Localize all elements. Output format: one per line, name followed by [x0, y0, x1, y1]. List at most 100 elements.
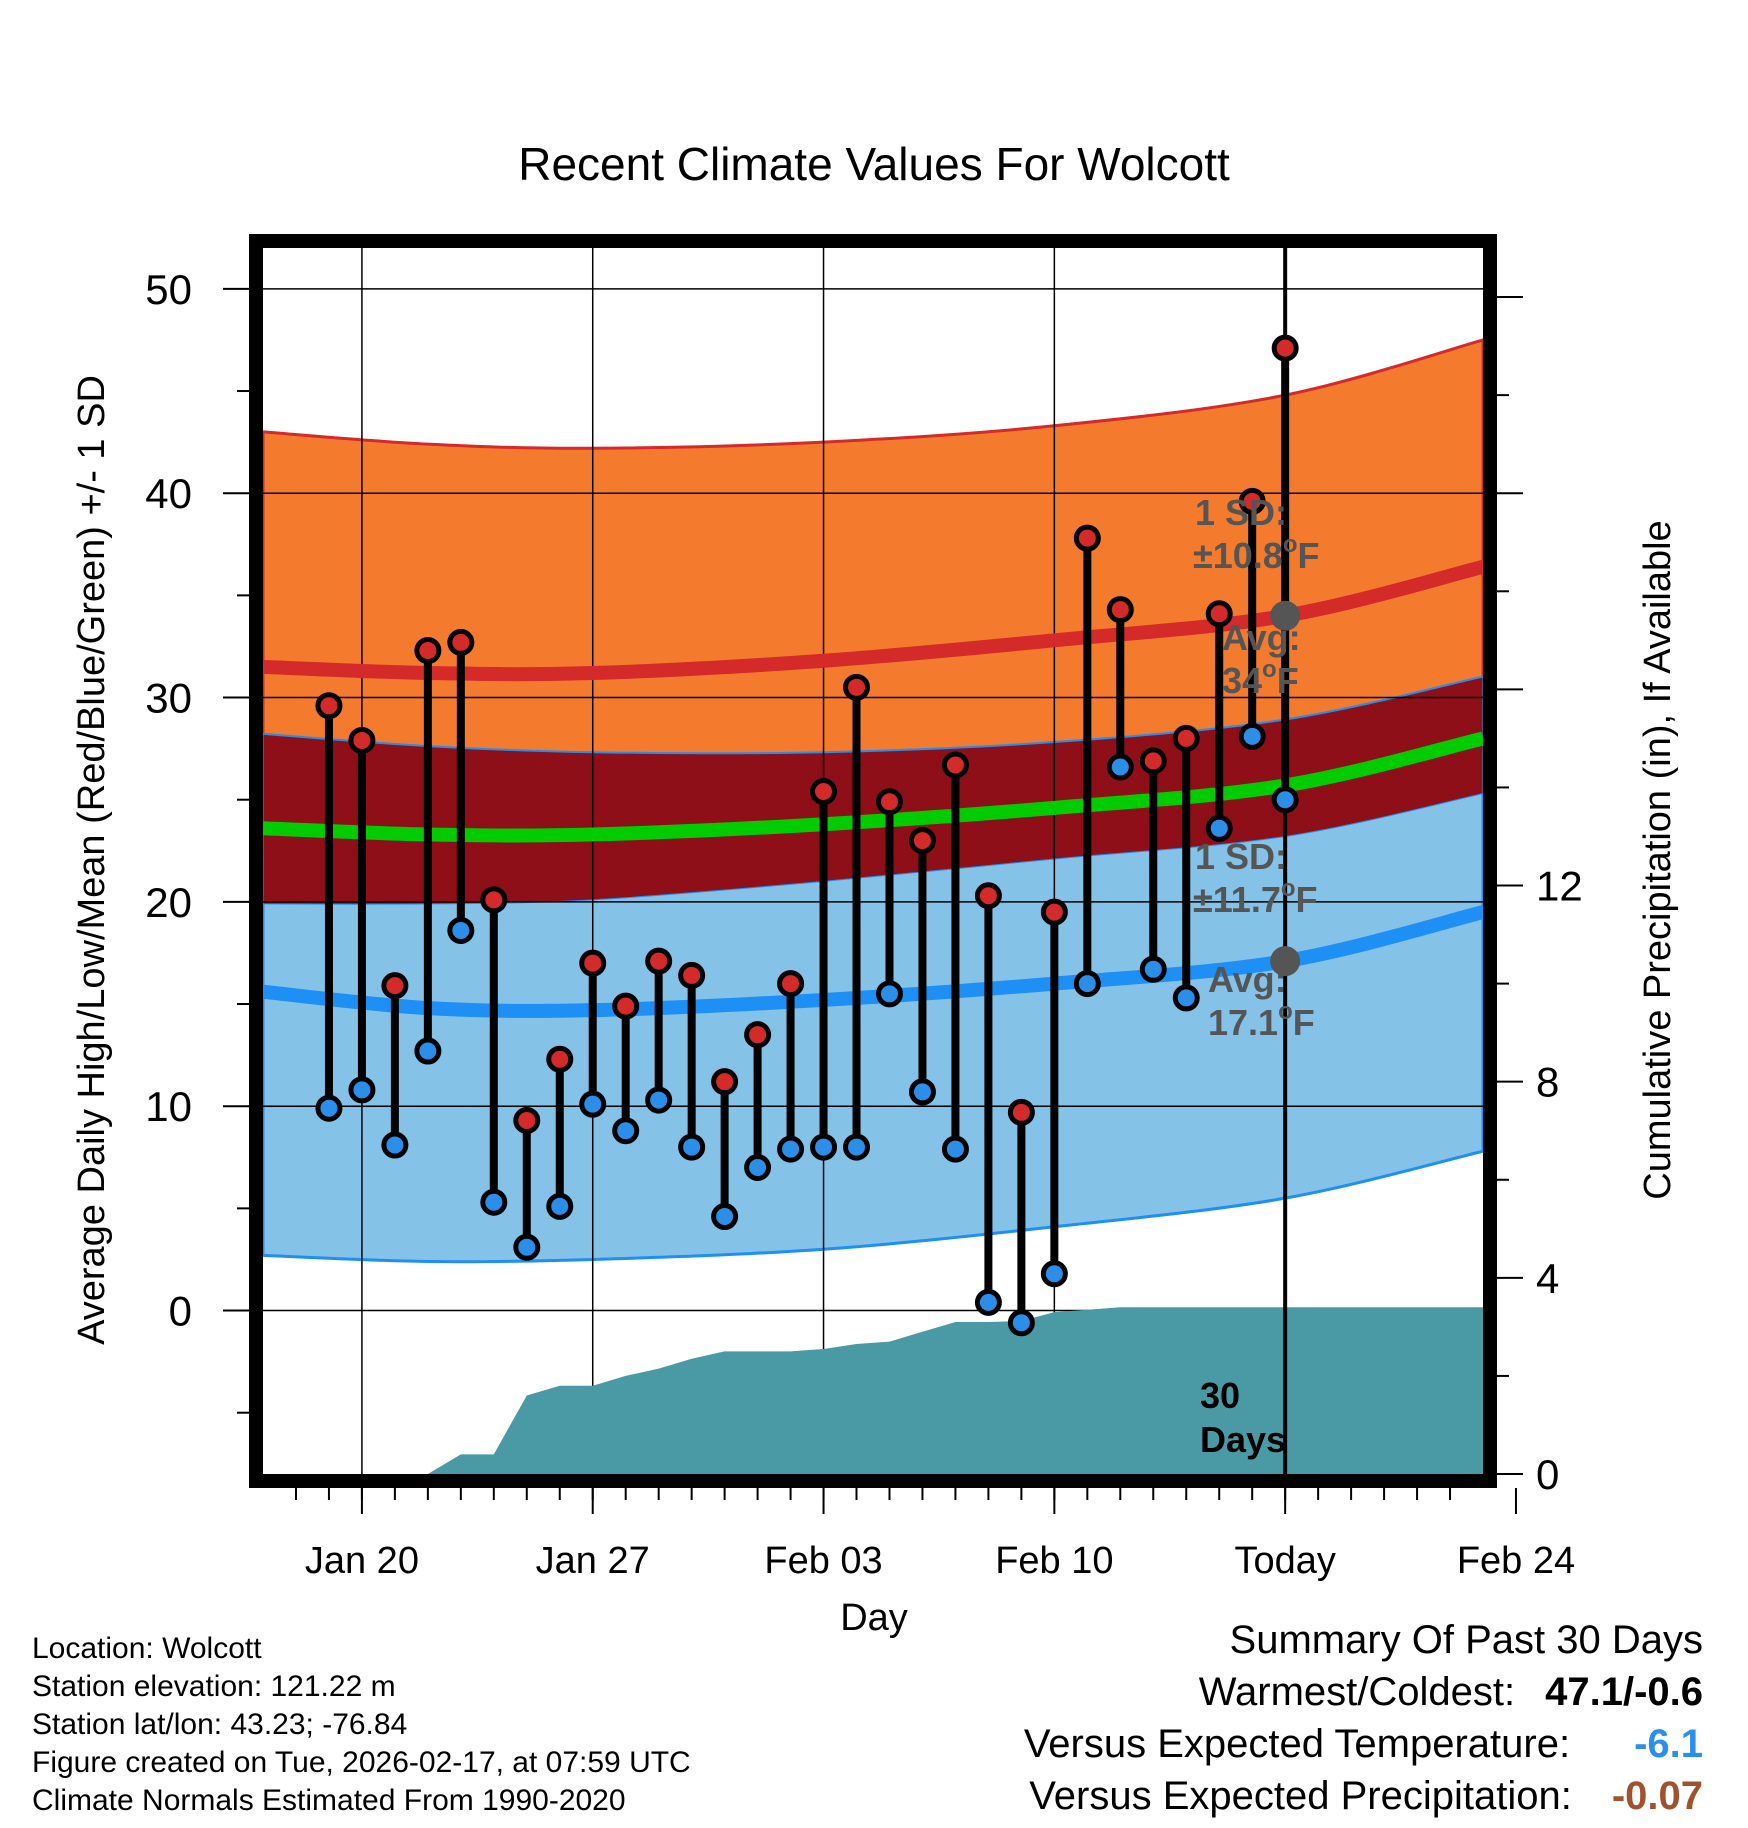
daily-high-point	[1040, 898, 1068, 926]
daily-high-point	[348, 726, 376, 754]
daily-low-point	[1073, 970, 1101, 998]
plot-frame	[249, 234, 1497, 1488]
daily-high-point	[414, 637, 442, 665]
daily-low-point	[1106, 753, 1134, 781]
daily-low-point	[1238, 722, 1266, 750]
daily-low-point	[315, 1094, 343, 1122]
high-sd-label-2: ±10.8oF	[1193, 531, 1320, 576]
daily-high-point	[546, 1045, 574, 1073]
daily-high-point	[1172, 724, 1200, 752]
daily-low-point	[612, 1117, 640, 1145]
footer-created: Figure created on Tue, 2026-02-17, at 07…	[32, 1746, 691, 1779]
x-tick-label: Feb 03	[764, 1540, 882, 1582]
daily-high-point	[1106, 596, 1134, 624]
high-sd-label-1: 1 SD:	[1195, 492, 1287, 533]
daily-high-point	[480, 886, 508, 914]
y-tick-label: 40	[145, 470, 192, 517]
daily-high-point	[843, 673, 871, 701]
summary-warm-cold: Warmest/Coldest: 47.1/-0.6	[1199, 1670, 1703, 1715]
daily-low-point	[1139, 955, 1167, 983]
high-average-marker	[1270, 600, 1301, 631]
summary-warm-cold-value: 47.1/-0.6	[1545, 1670, 1703, 1714]
x-tick-label: Feb 24	[1457, 1540, 1575, 1582]
daily-low-point	[678, 1133, 706, 1161]
daily-low-point	[1271, 786, 1299, 814]
x-tick-label: Jan 27	[536, 1540, 650, 1582]
daily-low-point	[777, 1135, 805, 1163]
low-avg-label-2: 17.1oF	[1208, 998, 1315, 1043]
daily-low-point	[480, 1188, 508, 1216]
daily-high-point	[777, 970, 805, 998]
y-right-tick-label: 12	[1536, 863, 1583, 910]
x-tick-label: Jan 20	[305, 1540, 419, 1582]
low-avg-label-1: Avg:	[1208, 959, 1287, 1000]
y-tick-label: 20	[145, 879, 192, 926]
x-axis: Jan 20 Jan 27 Feb 03 Feb 10 Today Feb 24	[294, 1488, 1575, 1582]
days-word-label: Days	[1200, 1419, 1286, 1460]
daily-low-point	[1007, 1309, 1035, 1337]
daily-high-point	[810, 778, 838, 806]
daily-low-point	[348, 1076, 376, 1104]
daily-high-point	[447, 628, 475, 656]
daily-low-point	[414, 1037, 442, 1065]
daily-high-point	[579, 949, 607, 977]
daily-high-point	[315, 692, 343, 720]
y-right-tick-label: 4	[1536, 1255, 1559, 1302]
summary-temp-label: Versus Expected Temperature:	[1023, 1722, 1571, 1766]
daily-low-point	[645, 1086, 673, 1114]
daily-low-point	[810, 1133, 838, 1161]
daily-low-point	[1172, 984, 1200, 1012]
footer-latlon: Station lat/lon: 43.23; -76.84	[32, 1708, 408, 1741]
daily-low-point	[875, 980, 903, 1008]
left-axis: 0 10 20 30 40 50	[145, 266, 249, 1414]
daily-high-point	[381, 972, 409, 1000]
high-avg-label-2: 34oF	[1222, 656, 1299, 701]
daily-high-point	[1271, 334, 1299, 362]
daily-low-point	[579, 1090, 607, 1118]
y-tick-label: 30	[145, 675, 192, 722]
daily-high-point	[1139, 747, 1167, 775]
y-axis-right-label: Cumulative Precipitation (in), If Availa…	[1637, 520, 1679, 1199]
low-sd-label-1: 1 SD:	[1195, 836, 1287, 877]
y-tick-label: 50	[145, 266, 192, 313]
daily-high-point	[974, 882, 1002, 910]
summary-temp: Versus Expected Temperature: -6.1	[1024, 1722, 1703, 1767]
x-tick-label: Today	[1234, 1540, 1335, 1582]
daily-high-point	[513, 1107, 541, 1135]
low-average-marker	[1270, 946, 1301, 977]
daily-high-point	[1007, 1098, 1035, 1126]
daily-high-point	[744, 1021, 772, 1049]
y-tick-label: 0	[169, 1288, 192, 1335]
footer-info: Location: Wolcott Station elevation: 121…	[32, 1630, 691, 1820]
daily-high-point	[678, 961, 706, 989]
daily-low-point	[711, 1203, 739, 1231]
daily-low-point	[513, 1233, 541, 1261]
footer-normals: Climate Normals Estimated From 1990-2020	[32, 1784, 626, 1817]
summary-heading: Summary Of Past 30 Days	[1229, 1618, 1703, 1662]
days-count-label: 30	[1200, 1375, 1240, 1416]
daily-high-point	[908, 827, 936, 855]
daily-low-point	[744, 1154, 772, 1181]
chart-title: Recent Climate Values For Wolcott	[518, 138, 1230, 190]
daily-low-point	[974, 1288, 1002, 1316]
daily-high-point	[1205, 600, 1233, 628]
summary-temp-value: -6.1	[1634, 1722, 1703, 1766]
y-right-tick-label: 0	[1536, 1451, 1559, 1498]
y-axis-label: Average Daily High/Low/Mean (Red/Blue/Gr…	[71, 375, 113, 1345]
daily-high-point	[1073, 524, 1101, 552]
daily-low-point	[908, 1078, 936, 1106]
right-axis: 0 4 8 12	[1497, 296, 1583, 1498]
summary-warm-cold-label: Warmest/Coldest:	[1198, 1670, 1516, 1714]
annotations: 1 SD: ±10.8oF Avg: 34oF 1 SD: ±11.7oF Av…	[1193, 492, 1320, 1460]
daily-low-point	[843, 1133, 871, 1161]
summary-precip: Versus Expected Precipitation: -0.07	[1029, 1774, 1703, 1819]
daily-high-point	[645, 947, 673, 975]
daily-high-point	[941, 751, 969, 779]
daily-high-point	[875, 788, 903, 816]
footer-location: Location: Wolcott	[32, 1632, 262, 1665]
daily-range-bars	[324, 348, 1290, 1323]
daily-low-point	[447, 916, 475, 944]
summary-precip-label: Versus Expected Precipitation:	[1029, 1774, 1572, 1818]
y-tick-label: 10	[145, 1083, 192, 1130]
